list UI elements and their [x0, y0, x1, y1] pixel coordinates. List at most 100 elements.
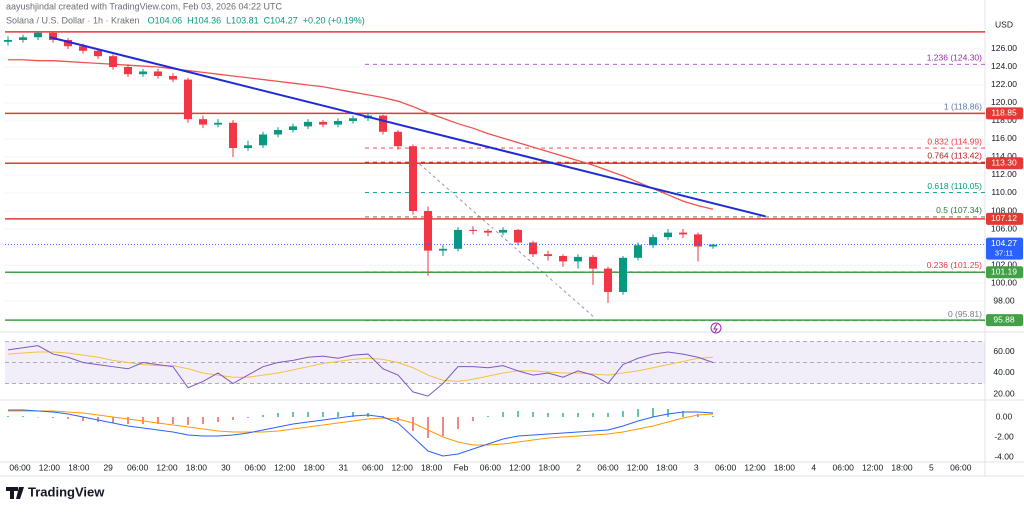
candle-body — [619, 257, 627, 293]
macd-histogram-bar — [292, 412, 294, 417]
x-tick-label: 30 — [221, 462, 231, 472]
ohlc-value: C104.27 — [264, 15, 298, 25]
x-tick-label: 18:00 — [186, 462, 208, 472]
candle-body — [499, 229, 507, 233]
candle-body — [379, 115, 387, 132]
macd-histogram-bar — [532, 412, 534, 417]
x-tick-label: 12:00 — [627, 462, 649, 472]
candle-body — [514, 229, 522, 243]
candle-body — [64, 39, 72, 47]
y-tick-label: 122.00 — [991, 79, 1017, 89]
price-tag — [986, 314, 1023, 327]
macd-histogram-bar — [127, 417, 129, 424]
x-tick-label: 06:00 — [9, 462, 31, 472]
moving-average — [8, 59, 714, 210]
candle-body — [424, 211, 432, 251]
x-tick-label: 06:00 — [833, 462, 855, 472]
price-tag-label: 113.30 — [991, 158, 1017, 168]
x-tick-label: 12:00 — [509, 462, 531, 472]
macd-histogram-bar — [217, 417, 219, 422]
x-tick-label: 18:00 — [303, 462, 325, 472]
macd-histogram-bar — [307, 412, 309, 417]
candle-body — [709, 244, 717, 247]
macd-histogram-bar — [352, 412, 354, 417]
x-tick-label: 06:00 — [362, 462, 384, 472]
macd-histogram-bar — [682, 411, 684, 417]
alert-circle[interactable] — [710, 322, 722, 334]
price-tag — [986, 157, 1023, 170]
x-tick-label: 06:00 — [245, 462, 267, 472]
macd-histogram-bar — [622, 411, 624, 417]
author-line: aayushjindal created with TradingView.co… — [6, 1, 282, 11]
candle-body — [229, 122, 237, 148]
candle-body — [214, 122, 222, 125]
candle-body — [109, 56, 117, 67]
brand-logo — [6, 487, 24, 499]
x-tick-label: 06:00 — [950, 462, 972, 472]
candle-body — [334, 120, 342, 125]
x-tick-label: 18:00 — [891, 462, 913, 472]
candle-body — [304, 121, 312, 127]
macd-histogram-bar — [412, 417, 414, 431]
candle-body — [544, 254, 552, 257]
macd-histogram-bar — [592, 413, 594, 417]
x-tick-label: 18:00 — [539, 462, 561, 472]
macd-histogram-bar — [442, 417, 444, 436]
candle-body — [559, 256, 567, 262]
rsi-ma — [7, 351, 714, 382]
macd-histogram-bar — [232, 417, 234, 420]
candle-body — [394, 131, 402, 147]
x-tick-label: Feb — [454, 462, 469, 472]
countdown-label: 37:11 — [995, 249, 1013, 258]
macd-histogram-bar — [82, 417, 84, 421]
macd-histogram-bar — [427, 417, 429, 438]
candle-body — [319, 121, 327, 125]
candle-body — [634, 245, 642, 258]
symbol-line: Solana / U.S. Dollar · 1h · Kraken O104.0… — [6, 15, 365, 25]
y-tick-label: 102.00 — [991, 259, 1017, 269]
x-tick-label: 12:00 — [744, 462, 766, 472]
price-tag-label: 101.19 — [991, 267, 1017, 277]
alert-bolt[interactable] — [713, 323, 718, 333]
candle-body — [244, 145, 252, 148]
rsi-line — [7, 345, 714, 397]
fib-label: 0.618 (110.05) — [927, 181, 982, 191]
macd-histogram-bar — [322, 412, 324, 417]
x-tick-label: 31 — [339, 462, 349, 472]
candle-body — [34, 32, 42, 38]
y-tick-label: 120.00 — [991, 97, 1017, 107]
ohlc-value: O104.06 — [148, 15, 183, 25]
macd-histogram-bar — [67, 417, 69, 419]
macd-histogram-bar — [22, 416, 24, 417]
macd-tick-label: -4.00 — [994, 451, 1014, 461]
alert-icon[interactable] — [710, 322, 722, 334]
y-tick-label: 108.00 — [991, 205, 1017, 215]
y-tick-label: 98.00 — [993, 295, 1015, 305]
candle-body — [409, 146, 417, 212]
x-tick-label: 12:00 — [274, 462, 296, 472]
macd-histogram-bar — [562, 413, 564, 417]
x-tick-label: 06:00 — [127, 462, 149, 472]
macd-histogram-bar — [112, 417, 114, 423]
candle-body — [469, 229, 477, 231]
x-tick-label: 12:00 — [156, 462, 178, 472]
candle-body — [4, 39, 12, 42]
candle-body — [679, 232, 687, 235]
fib-label: 0.764 (113.42) — [927, 150, 982, 160]
candle-body — [589, 256, 597, 269]
candle-body — [259, 134, 267, 146]
candle-body — [694, 234, 702, 247]
fib-anchor-line — [414, 159, 596, 319]
price-tag — [986, 107, 1023, 120]
candle-body — [454, 229, 462, 249]
y-tick-label: 126.00 — [991, 43, 1017, 53]
macd-histogram-bar — [202, 417, 204, 424]
macd-histogram-bar — [187, 417, 189, 425]
candle-body — [19, 37, 27, 40]
macd-histogram-bar — [337, 412, 339, 417]
x-tick-label: 3 — [694, 462, 699, 472]
x-tick-label: 06:00 — [480, 462, 502, 472]
candle-body — [169, 75, 177, 80]
macd-histogram-bar — [487, 416, 489, 417]
